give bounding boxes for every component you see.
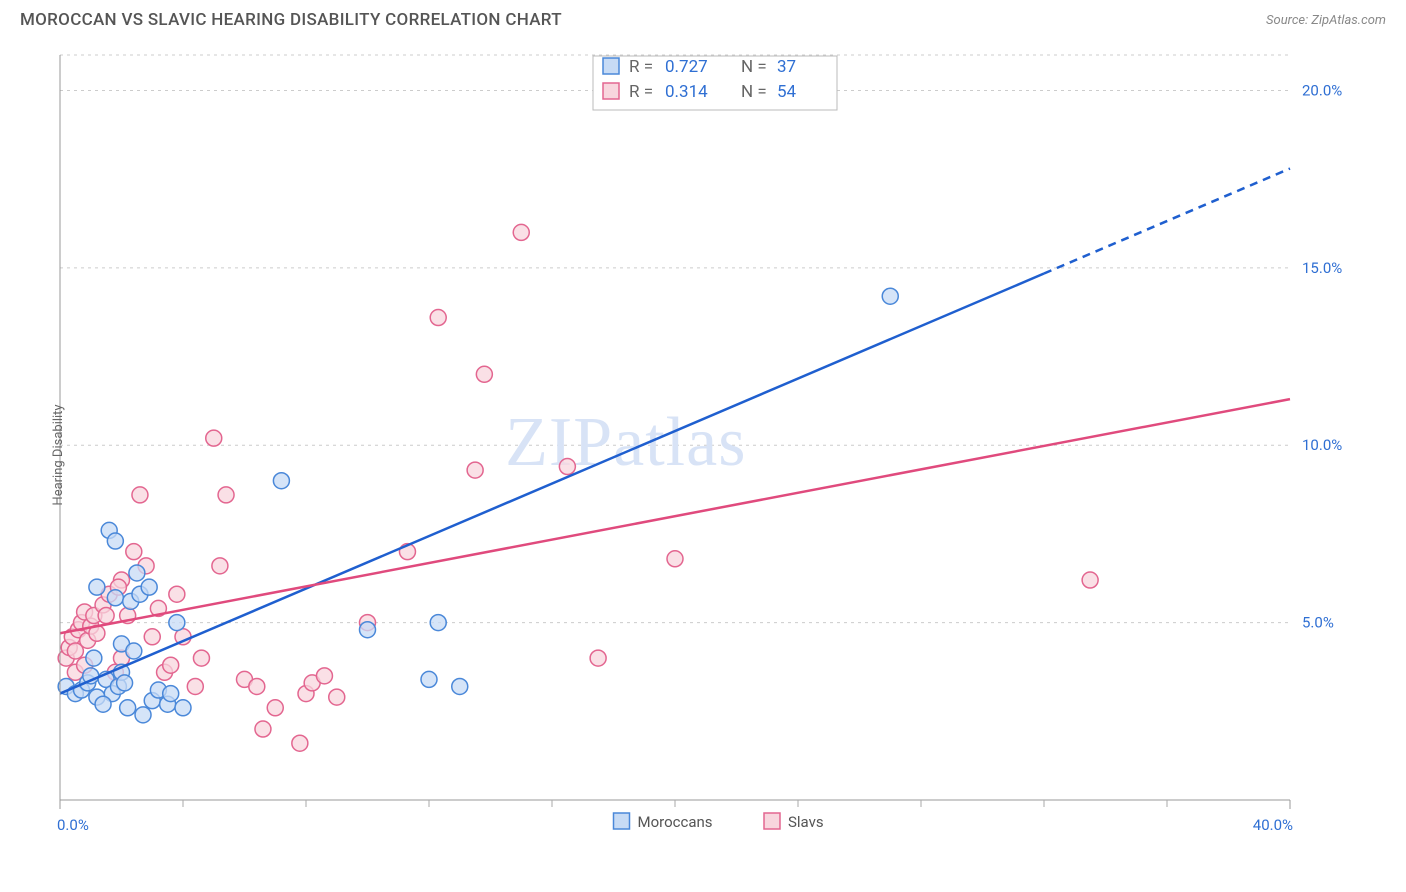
x-tick-label: 0.0%	[57, 816, 89, 834]
x-tick-label: 40.0%	[1253, 816, 1293, 834]
legend-n-label: N =	[741, 82, 767, 102]
chart-source: Source: ZipAtlas.com	[1266, 13, 1386, 28]
scatter-point	[107, 533, 123, 549]
scatter-point	[452, 678, 468, 694]
legend-swatch	[603, 83, 619, 99]
legend-n-label: N =	[741, 57, 767, 77]
bottom-legend-label: Slavs	[788, 813, 824, 831]
scatter-point	[559, 459, 575, 475]
legend-r-value: 0.727	[665, 57, 708, 77]
scatter-point	[117, 675, 133, 691]
legend-r-label: R =	[629, 82, 653, 102]
scatter-point	[329, 689, 345, 705]
y-tick-label: 20.0%	[1302, 81, 1342, 99]
scatter-point	[292, 735, 308, 751]
scatter-svg: 5.0%10.0%15.0%20.0%ZIPatlas0.0%40.0%R =0…	[50, 50, 1380, 860]
scatter-point	[144, 629, 160, 645]
scatter-point	[467, 462, 483, 478]
scatter-point	[169, 586, 185, 602]
trend-line	[60, 274, 1044, 694]
scatter-point	[163, 657, 179, 673]
scatter-point	[667, 551, 683, 567]
bottom-legend-swatch	[764, 813, 780, 829]
y-tick-label: 10.0%	[1302, 436, 1342, 454]
legend-n-value: 54	[777, 82, 797, 102]
scatter-point	[187, 678, 203, 694]
scatter-point	[86, 650, 102, 666]
scatter-point	[193, 650, 209, 666]
scatter-point	[89, 579, 105, 595]
legend-n-value: 37	[777, 57, 796, 77]
scatter-point	[129, 565, 145, 581]
scatter-point	[316, 668, 332, 684]
scatter-point	[513, 224, 529, 240]
scatter-point	[95, 696, 111, 712]
chart-title: MOROCCAN VS SLAVIC HEARING DISABILITY CO…	[20, 10, 562, 30]
scatter-point	[882, 288, 898, 304]
scatter-point	[590, 650, 606, 666]
scatter-point	[132, 487, 148, 503]
scatter-point	[120, 700, 136, 716]
scatter-point	[126, 544, 142, 560]
scatter-point	[212, 558, 228, 574]
scatter-point	[249, 678, 265, 694]
y-axis-label: Hearing Disability	[51, 404, 66, 505]
scatter-point	[163, 686, 179, 702]
legend-swatch	[603, 58, 619, 74]
y-tick-label: 15.0%	[1302, 259, 1342, 277]
scatter-point	[1082, 572, 1098, 588]
legend-r-label: R =	[629, 57, 653, 77]
scatter-point	[430, 310, 446, 326]
plot-area: Hearing Disability 5.0%10.0%15.0%20.0%ZI…	[50, 50, 1380, 860]
scatter-point	[98, 608, 114, 624]
scatter-point	[206, 430, 222, 446]
scatter-point	[169, 615, 185, 631]
scatter-point	[476, 366, 492, 382]
trend-line-dashed	[1044, 169, 1290, 274]
chart-header: MOROCCAN VS SLAVIC HEARING DISABILITY CO…	[0, 0, 1406, 36]
scatter-point	[141, 579, 157, 595]
y-tick-label: 5.0%	[1302, 614, 1334, 632]
scatter-point	[360, 622, 376, 638]
bottom-legend-swatch	[614, 813, 630, 829]
scatter-point	[430, 615, 446, 631]
scatter-point	[421, 671, 437, 687]
bottom-legend-label: Moroccans	[638, 813, 713, 831]
scatter-point	[126, 643, 142, 659]
scatter-point	[273, 473, 289, 489]
legend-r-value: 0.314	[665, 82, 708, 102]
scatter-point	[175, 700, 191, 716]
scatter-point	[107, 590, 123, 606]
scatter-point	[135, 707, 151, 723]
scatter-point	[267, 700, 283, 716]
scatter-point	[255, 721, 271, 737]
scatter-point	[218, 487, 234, 503]
